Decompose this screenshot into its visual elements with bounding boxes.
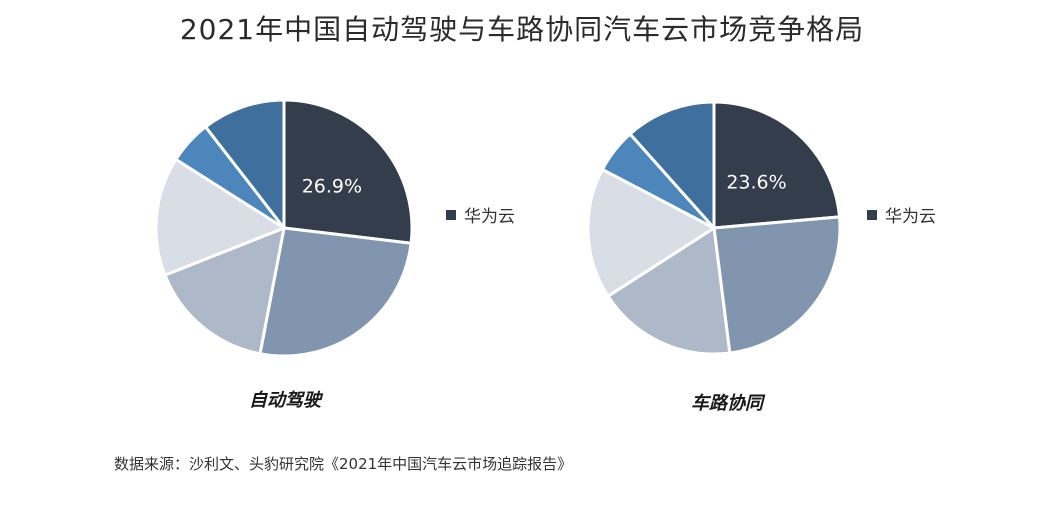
data-source-note: 数据来源：沙利文、头豹研究院《2021年中国汽车云市场追踪报告》 [114, 455, 573, 473]
legend-label: 华为云 [464, 207, 515, 227]
pie-slice-4 [586, 167, 716, 298]
legend-swatch [867, 209, 877, 220]
pie-slice-1 [712, 100, 842, 230]
pie-slice-3 [606, 226, 732, 356]
pie-value-label: 23.6% [726, 172, 786, 194]
legend-autonomous-driving: 华为云 [446, 202, 515, 227]
pie-value-label: 26.9% [302, 176, 362, 198]
pie-slice-3 [163, 226, 286, 356]
pie-label-autonomous-driving: 自动驾驶 [249, 390, 321, 411]
pie-slice-2 [712, 215, 842, 355]
pie-slice-2 [258, 226, 413, 358]
legend-swatch [446, 209, 456, 220]
legend-v2x: 华为云 [867, 202, 936, 227]
pie-slice-6 [204, 98, 286, 230]
pie-label-v2x: 车路协同 [691, 393, 763, 414]
pie-slice-4 [154, 157, 286, 277]
pie-chart-v2x: 23.6% [586, 100, 842, 356]
legend-label: 华为云 [885, 207, 936, 227]
chart-title: 2021年中国自动驾驶与车路协同汽车云市场竞争格局 [179, 13, 865, 46]
pie-chart-autonomous-driving: 26.9% [154, 98, 414, 358]
pie-slice-1 [282, 98, 414, 245]
pie-slice-6 [628, 100, 716, 230]
